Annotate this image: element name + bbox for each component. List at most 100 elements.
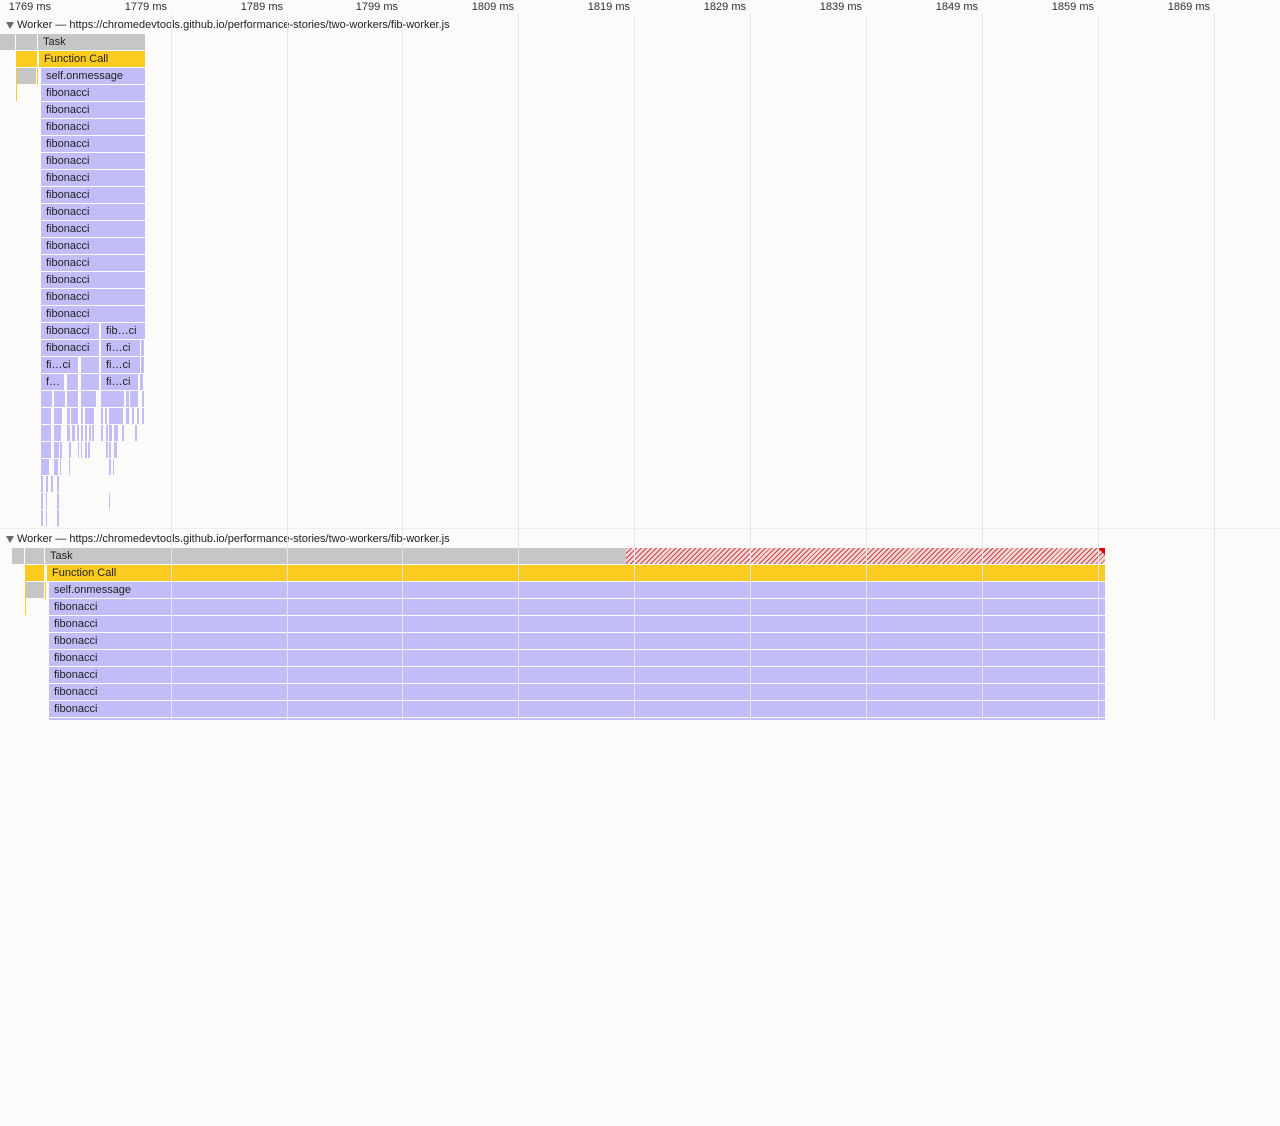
flame-chart-call[interactable] [137,408,139,424]
fibonacci-event[interactable]: fibonacci [41,204,145,220]
flame-chart-call[interactable] [72,425,75,441]
flame-chart-call[interactable] [41,476,43,492]
flame-chart-call[interactable] [142,391,144,407]
onmessage-event[interactable]: self.onmessage [41,68,145,84]
flame-chart-call[interactable] [69,442,71,458]
flame-chart-call[interactable] [25,582,26,615]
fibonacci-event[interactable]: fibonacci [41,340,99,356]
flame-chart-call[interactable] [54,425,61,441]
flame-chart-call[interactable] [85,425,87,441]
flame-chart-call[interactable] [101,425,103,441]
fibonacci-event[interactable]: fibonacci [41,238,145,254]
flame-chart-call[interactable] [114,442,117,458]
fibonacci-event[interactable]: fibonacci [41,187,145,203]
flame-chart-call[interactable] [132,408,134,424]
flame-chart-call[interactable] [85,408,94,424]
flame-chart-call[interactable] [67,408,70,424]
fibonacci-event[interactable]: fibonacci [49,599,1105,615]
fibonacci-event[interactable]: fi…ci [41,357,78,373]
fibonacci-event[interactable]: fibonacci [49,667,1105,683]
flame-chart-call[interactable] [41,510,43,526]
task-event[interactable] [17,68,36,84]
flame-chart-call[interactable] [41,408,51,424]
flame-chart-call[interactable] [16,68,17,101]
flame-chart-call[interactable] [101,408,103,424]
flame-chart-call[interactable] [60,442,62,458]
flame-chart-call[interactable] [54,459,58,475]
flame-chart-call[interactable] [142,408,144,424]
flame-chart-call[interactable] [57,493,59,509]
flame-chart-call[interactable] [89,425,91,441]
flame-chart-call[interactable] [46,493,47,509]
flame-chart-call[interactable] [92,425,94,441]
fibonacci-event[interactable]: fibonacci [41,323,99,339]
flame-chart-call[interactable] [41,425,51,441]
function-call-event[interactable] [16,51,37,67]
flame-chart-call[interactable] [41,459,49,475]
expand-triangle-icon[interactable] [6,536,14,543]
flame-chart-call[interactable] [81,374,99,390]
flame-chart-call[interactable] [37,68,38,85]
task-event[interactable] [25,548,44,564]
fibonacci-event[interactable]: fibonacci [41,119,145,135]
flame-chart-call[interactable] [126,391,129,407]
task-event[interactable] [12,548,24,564]
flame-chart-call[interactable] [46,476,48,492]
flame-chart-call[interactable] [60,459,61,475]
flame-chart-call[interactable] [141,357,144,373]
flame-chart-call[interactable] [106,425,108,441]
fibonacci-event[interactable]: fi…ci [101,357,140,373]
flame-chart-call[interactable] [57,510,59,526]
task-event[interactable] [16,34,37,50]
fibonacci-event[interactable]: fibonacci [49,701,1105,717]
flame-chart-call[interactable] [54,391,65,407]
flame-chart-call[interactable] [109,493,110,509]
fibonacci-event[interactable]: fibonacci [41,170,145,186]
flame-chart-call[interactable] [81,408,83,424]
fibonacci-event[interactable]: fib…ci [101,323,145,339]
flame-chart-call[interactable] [81,357,99,373]
flame-chart-call[interactable] [54,408,62,424]
flame-chart-call[interactable] [51,476,53,492]
flame-chart-call[interactable] [109,442,111,458]
task-event[interactable] [0,34,15,50]
long-task-overlay[interactable] [626,548,1105,564]
expand-triangle-icon[interactable] [6,22,14,29]
flame-chart-call[interactable] [78,442,79,458]
flame-chart-call[interactable] [69,459,70,475]
function-call-event[interactable]: Function Call [47,565,1105,581]
function-call-event[interactable] [25,565,44,581]
function-call-event[interactable]: Function Call [39,51,145,67]
flame-chart-call[interactable] [109,408,123,424]
flame-chart-call[interactable] [67,425,70,441]
flame-chart-call[interactable] [126,408,129,424]
flame-chart-call[interactable] [135,425,137,441]
fibonacci-event[interactable]: fi…ci [101,374,138,390]
fibonacci-event[interactable]: fibonacci [41,85,145,101]
fibonacci-event[interactable]: fibonacci [41,153,145,169]
fibonacci-event[interactable]: fibonacci [49,616,1105,632]
flame-chart-call[interactable] [101,391,124,407]
flame-chart-call[interactable] [71,408,78,424]
fibonacci-event[interactable]: fi…ci [101,340,140,356]
onmessage-event[interactable]: self.onmessage [49,582,1105,598]
worker-track-header[interactable]: Worker — https://chromedevtools.github.i… [0,17,1280,34]
fibonacci-event[interactable]: f… [41,374,64,390]
task-event[interactable]: Task [45,548,626,564]
flame-chart-call[interactable] [140,374,143,390]
flame-chart-call[interactable] [81,442,82,458]
flame-chart-call[interactable] [46,510,47,526]
worker-track-header[interactable]: Worker — https://chromedevtools.github.i… [0,531,1280,548]
flame-chart-call[interactable] [57,476,59,492]
flame-chart-call[interactable] [130,391,138,407]
fibonacci-event[interactable]: fibonacci [41,306,145,322]
fibonacci-event[interactable]: fibonacci [41,289,145,305]
fibonacci-event[interactable]: fibonacci [49,633,1105,649]
flame-chart-call[interactable] [105,408,107,424]
task-event[interactable]: Task [38,34,145,50]
flame-chart-call[interactable] [41,493,43,509]
flame-chart-call[interactable] [106,442,108,458]
flame-chart-call[interactable] [113,459,114,475]
flame-chart-call[interactable] [77,425,79,441]
flame-chart-call[interactable] [49,718,1105,720]
